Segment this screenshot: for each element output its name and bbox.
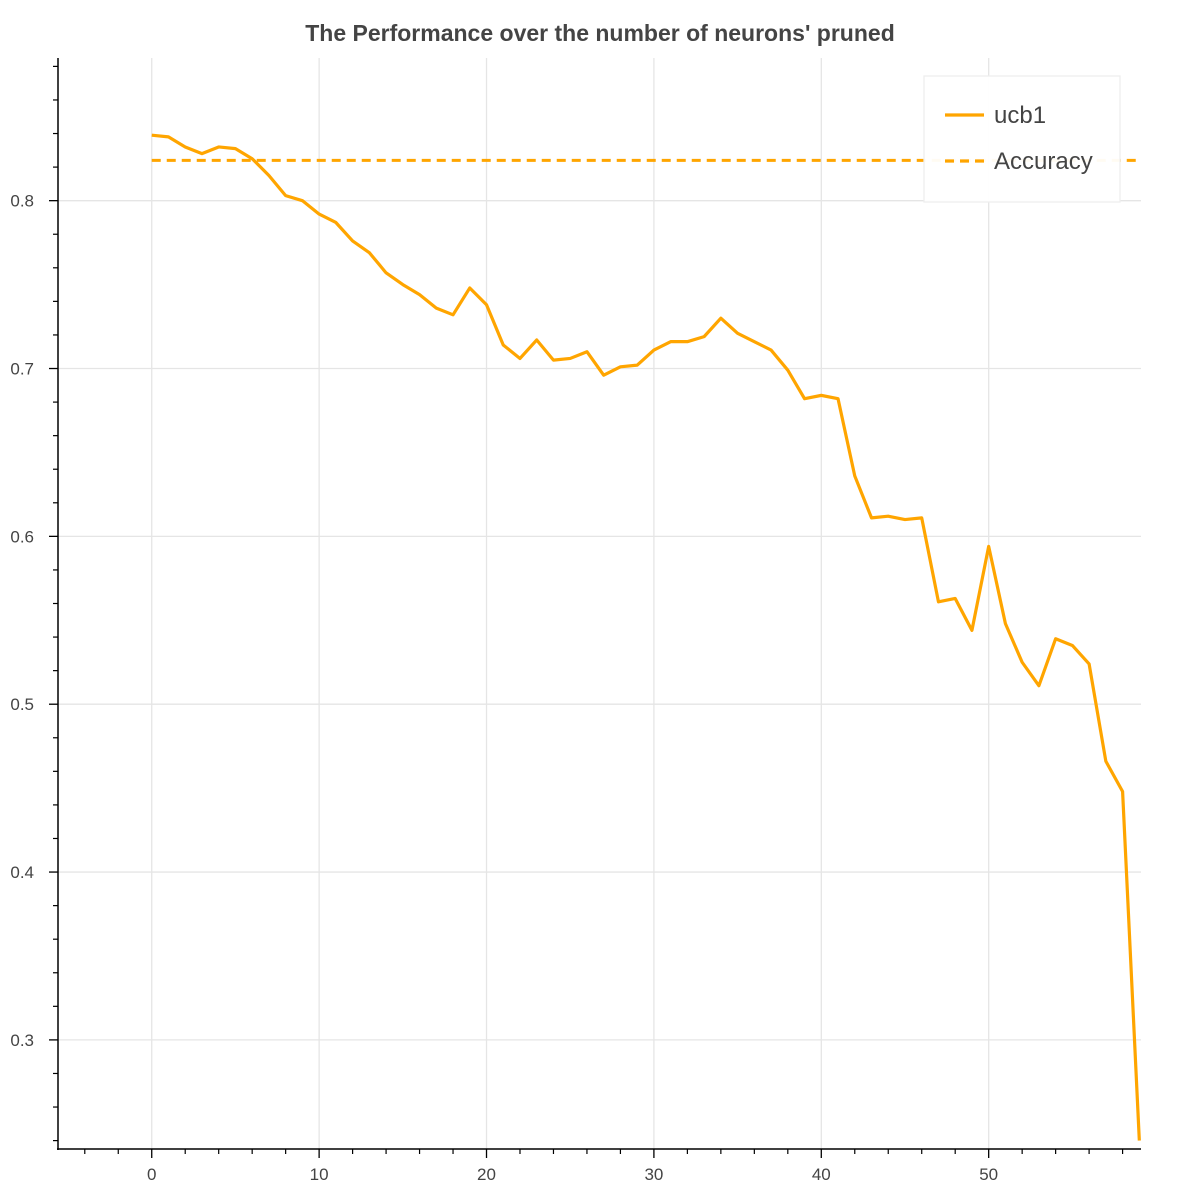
legend-label-ucb1: ucb1	[994, 102, 1046, 129]
grid-lines	[58, 58, 1141, 1149]
series-lines	[151, 133, 1141, 1141]
legend-box	[923, 75, 1121, 203]
chart-title: The Performance over the number of neuro…	[305, 20, 895, 46]
x-tick-label: 20	[477, 1165, 496, 1184]
x-tick-label: 40	[812, 1165, 831, 1184]
y-tick-label: 0.6	[10, 527, 34, 546]
x-tick-label: 50	[979, 1165, 998, 1184]
y-tick-label: 0.5	[10, 695, 34, 714]
legend-label-accuracy: Accuracy	[994, 148, 1093, 175]
y-tick-label: 0.3	[10, 1031, 34, 1050]
x-tick-label: 10	[310, 1165, 329, 1184]
legend: ucb1 Accuracy	[923, 75, 1121, 203]
x-tick-label: 30	[644, 1165, 663, 1184]
y-tick-label: 0.4	[10, 863, 34, 882]
series-line-ucb1	[151, 133, 1141, 1141]
axes: 0 10 20 30 40 50 0.3 0.4 0.5 0.6 0.7 0.8	[10, 58, 1141, 1184]
x-tick-label: 0	[147, 1165, 156, 1184]
y-tick-label: 0.8	[10, 192, 34, 211]
y-tick-label: 0.7	[10, 360, 34, 379]
